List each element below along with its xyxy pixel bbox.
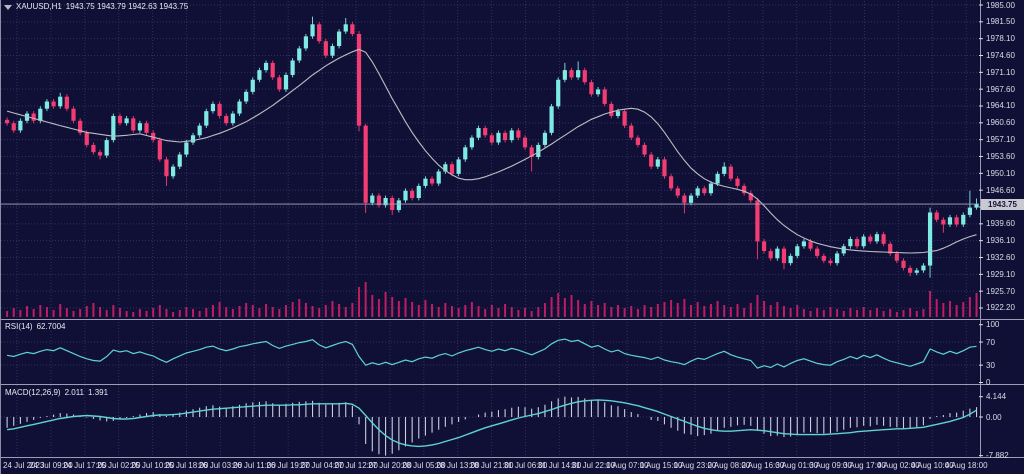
price-tick-label: 1946.60 <box>986 185 1015 195</box>
current-price-value: 1943.75 <box>988 199 1017 209</box>
price-tick-label: 1974.60 <box>986 50 1015 60</box>
price-tick-label: 1960.60 <box>986 118 1015 128</box>
macd-tick-label: 4.144 <box>986 392 1007 402</box>
time-tick-label: 31 Jul 14:00 <box>537 461 582 470</box>
symbol-marker-icon <box>4 4 12 10</box>
price-tick-label: 1936.10 <box>986 236 1015 246</box>
rsi-tick-label: 70 <box>986 337 995 347</box>
time-tick-label: 31 Jul 06:00 <box>503 461 548 470</box>
symbol-period-label: XAUUSD,H1 <box>16 2 62 11</box>
rsi-value: 62.7004 <box>36 322 66 331</box>
time-tick-label: 4 Aug 10:00 <box>910 461 954 470</box>
price-tick-label: 1978.10 <box>986 34 1015 44</box>
time-tick-label: 28 Jul 21:00 <box>469 461 514 470</box>
price-tick-label: 1971.10 <box>986 67 1015 77</box>
time-tick-label: 3 Aug 09:00 <box>809 461 852 470</box>
price-tick-label: 1957.10 <box>986 135 1015 145</box>
time-tick-label: 27 Jul 04:00 <box>300 461 344 470</box>
time-tick-label: 27 Jul 20:00 <box>368 461 412 470</box>
rsi-tick-label: 0 <box>986 378 991 387</box>
time-tick-label: 25 Jul 10:00 <box>130 461 175 470</box>
price-tick-label: 1985.00 <box>986 0 1015 10</box>
macd-signal-value: 1.391 <box>88 388 109 397</box>
time-tick-label: 27 Jul 12:00 <box>334 461 378 470</box>
rsi-tick-label: 30 <box>986 360 995 370</box>
time-tick-label: 25 Jul 18:00 <box>164 461 209 470</box>
price-tick-label: 1932.60 <box>986 252 1015 262</box>
rsi-name: RSI(14) <box>5 322 33 331</box>
quote-bar: XAUUSD,H1 1943.75 1943.79 1942.63 1943.7… <box>4 2 188 12</box>
price-tick-label: 1953.60 <box>986 151 1015 161</box>
macd-tick-label: 0.00 <box>986 412 1002 422</box>
time-tick-label: 3 Aug 01:00 <box>775 461 819 470</box>
price-tick-label: 1981.50 <box>986 17 1015 27</box>
macd-tick-label: -7.882 <box>986 451 1009 461</box>
time-tick-label: 25 Jul 02:00 <box>96 461 141 470</box>
time-axis[interactable]: 24 Jul 2023 24 Jul 09:00 24 Jul 17:00 25 Ju… <box>1 458 1024 474</box>
price-tick-label: 1929.10 <box>986 269 1015 279</box>
price-tick-label: 1925.70 <box>986 286 1015 296</box>
macd-name: MACD(12,26,9) <box>5 388 61 397</box>
macd-main-value: 2.011 <box>64 388 85 397</box>
time-tick-label: 4 Aug 02:00 <box>877 461 920 470</box>
time-tick-label: 1 Aug 23:00 <box>673 461 717 470</box>
price-tick-label: 1950.10 <box>986 168 1015 178</box>
rsi-indicator-label: RSI(14) 62.7004 <box>5 322 65 331</box>
time-tick-label: 24 Jul 09:00 <box>29 461 73 470</box>
time-tick-label: 26 Jul 19:00 <box>266 461 310 470</box>
price-tick-label: 1939.60 <box>986 219 1015 229</box>
time-tick-label: 31 Jul 22:00 <box>571 461 616 470</box>
time-tick-label: 3 Aug 17:00 <box>843 461 886 470</box>
time-tick-label: 1 Aug 07:00 <box>605 461 649 470</box>
time-tick-label: 2 Aug 16:00 <box>741 461 785 470</box>
time-tick-label: 2 Aug 08:00 <box>707 461 751 470</box>
price-axis[interactable]: 1985.00 1981.50 1978.10 1974.60 1971.10 1967.… <box>979 0 1024 461</box>
price-tick-label: 1964.10 <box>986 101 1015 111</box>
time-tick-label: 24 Jul 17:00 <box>63 461 107 470</box>
time-tick-label: 26 Jul 11:00 <box>232 461 276 470</box>
time-tick-label: 28 Jul 13:00 <box>435 461 480 470</box>
time-tick-label: 24 Jul 2023 <box>3 461 45 470</box>
time-tick-label: 1 Aug 15:00 <box>639 461 683 470</box>
quote-ohlc-values: 1943.75 1943.79 1942.63 1943.75 <box>65 2 189 11</box>
time-tick-label: 26 Jul 03:00 <box>198 461 243 470</box>
macd-indicator-label: MACD(12,26,9) 2.011 1.391 <box>5 388 108 397</box>
time-tick-label: 4 Aug 18:00 <box>944 461 988 470</box>
price-tick-label: 1922.20 <box>986 303 1015 313</box>
time-tick-label: 28 Jul 05:00 <box>402 461 446 470</box>
rsi-tick-label: 100 <box>986 320 1000 330</box>
price-tick-label: 1967.60 <box>986 84 1015 94</box>
current-price-badge: 1943.75 <box>981 198 1024 210</box>
